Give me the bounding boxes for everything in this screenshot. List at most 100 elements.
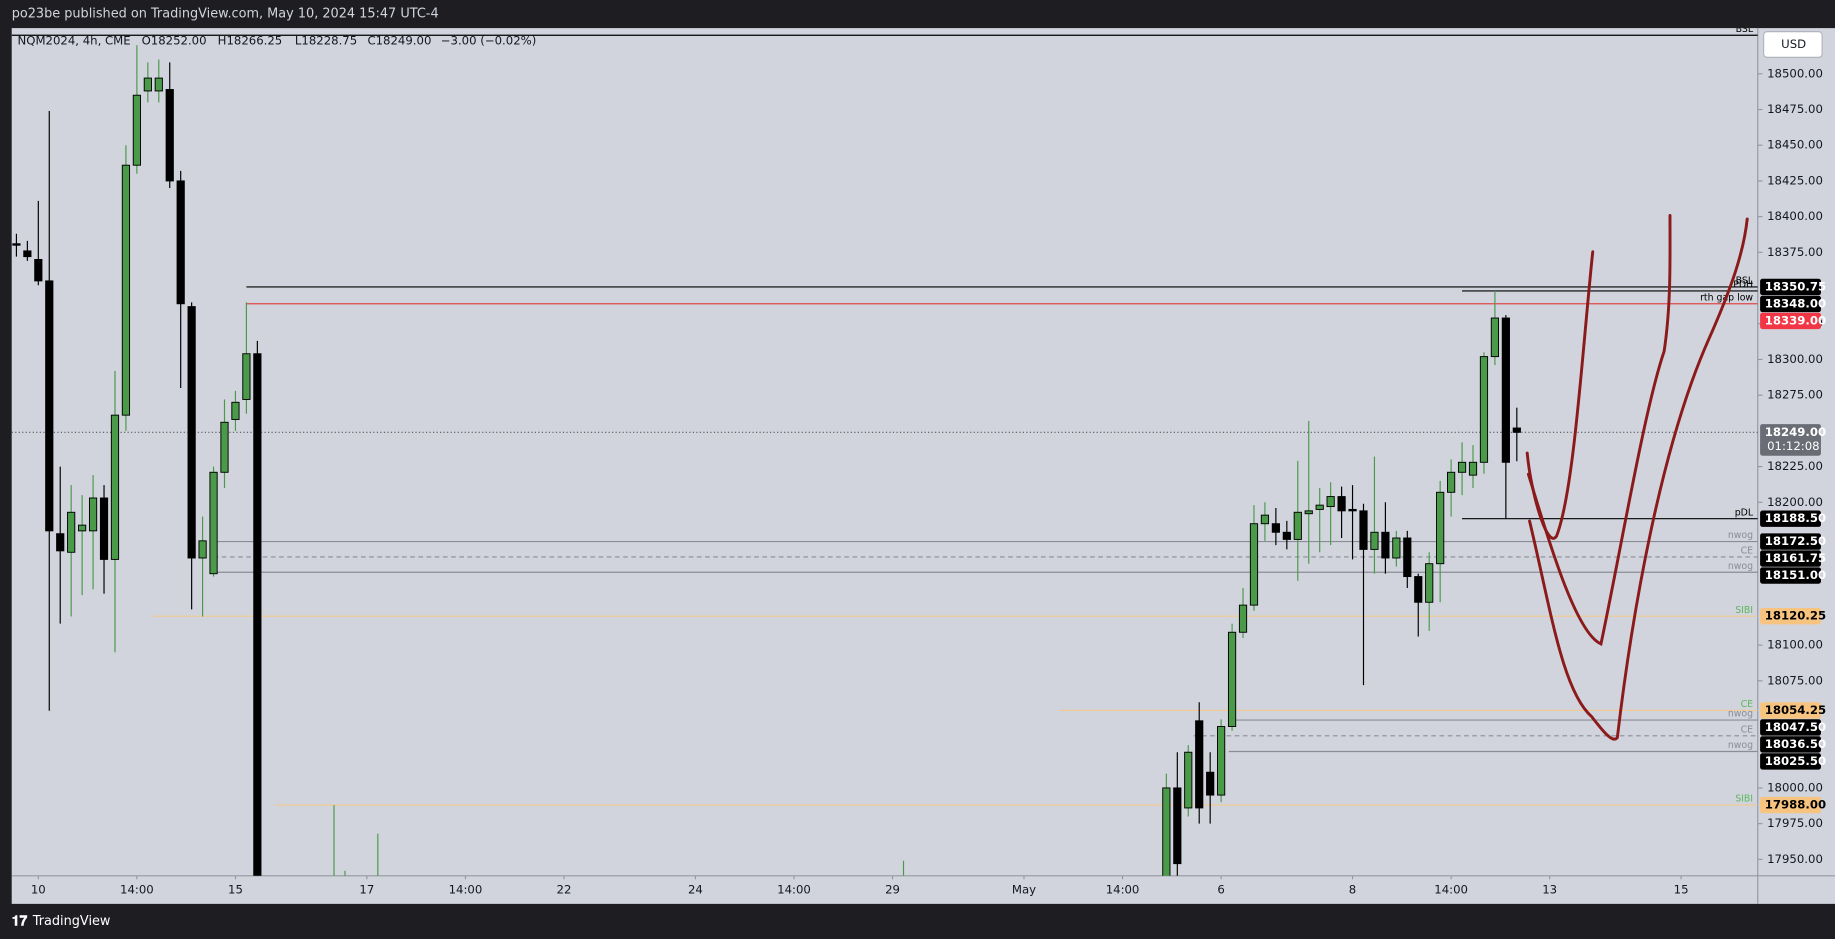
candle-body bbox=[1326, 496, 1335, 508]
level-tag: nwog bbox=[1728, 709, 1753, 720]
candle-body bbox=[1195, 720, 1204, 809]
drawn-curve bbox=[1526, 213, 1672, 647]
price-label-bg bbox=[1760, 719, 1821, 736]
drawings bbox=[1525, 213, 1749, 741]
price-label: 18047.50 bbox=[1765, 720, 1826, 734]
y-tick-label: 17975.00 bbox=[1767, 816, 1823, 830]
candle-body bbox=[1315, 504, 1324, 510]
x-tick-label: 15 bbox=[1674, 882, 1689, 896]
y-tick-label: 17950.00 bbox=[1767, 852, 1823, 866]
footer: 𝟏𝟕 TradingView bbox=[12, 913, 111, 929]
level-tag: BSL bbox=[1736, 24, 1754, 35]
x-tick-label: 6 bbox=[1217, 882, 1224, 896]
candle-body bbox=[242, 353, 251, 400]
price-label-bg bbox=[1760, 702, 1821, 719]
y-tick-label: 18475.00 bbox=[1767, 102, 1823, 116]
level-tag: SIBI bbox=[1735, 794, 1753, 805]
candle-body bbox=[1392, 537, 1401, 559]
price-label-bg bbox=[1760, 533, 1821, 550]
x-tick-label: 10 bbox=[31, 882, 46, 896]
axis-labels: 18500.00 18475.00 18450.00 18425.00 18400.00… bbox=[31, 66, 1826, 896]
candle-body bbox=[12, 243, 21, 246]
x-tick-label: 29 bbox=[885, 882, 900, 896]
price-label-bg bbox=[1760, 550, 1821, 567]
x-tick-label: 13 bbox=[1542, 882, 1557, 896]
legend: NQM2024, 4h, CME O18252.00 H18266.25 L18… bbox=[18, 33, 537, 47]
price-label-bg bbox=[1760, 796, 1821, 814]
y-tick-label: 18225.00 bbox=[1767, 459, 1823, 473]
x-tick-label: 14:00 bbox=[1434, 882, 1468, 896]
y-tick-label: 18100.00 bbox=[1767, 638, 1823, 652]
y-tick-label: 18425.00 bbox=[1767, 173, 1823, 187]
candle-body bbox=[143, 77, 152, 92]
candle-body bbox=[23, 250, 32, 258]
x-tick-label: 24 bbox=[688, 882, 703, 896]
currency[interactable]: USD bbox=[1781, 37, 1806, 51]
candle-body bbox=[1184, 751, 1193, 809]
symbol: NQM2024, 4h, CME bbox=[18, 33, 131, 47]
legend-change: −3.00 (−0.02%) bbox=[441, 33, 537, 47]
candle-body bbox=[253, 353, 262, 876]
price-label-bg bbox=[1760, 295, 1821, 313]
candle-body bbox=[56, 533, 65, 552]
legend-high: H18266.25 bbox=[218, 33, 283, 47]
y-tick-label: 18300.00 bbox=[1767, 352, 1823, 366]
candle-body bbox=[1501, 317, 1510, 463]
legend-close: C18249.00 bbox=[367, 33, 431, 47]
level-tag: CE bbox=[1741, 546, 1754, 557]
candle-body bbox=[1425, 563, 1434, 603]
x-tick-label: 14:00 bbox=[449, 882, 483, 896]
candle-body bbox=[1238, 604, 1248, 633]
price-label: 18348.00 bbox=[1765, 296, 1826, 310]
y-tick-label: 18200.00 bbox=[1767, 495, 1823, 509]
candle-body bbox=[34, 259, 43, 282]
candle-body bbox=[1304, 510, 1313, 515]
logo-mark: 𝟏𝟕 bbox=[12, 913, 28, 929]
candle-body bbox=[1173, 787, 1182, 865]
candle-body bbox=[67, 511, 76, 553]
publisher: po23be published on TradingView.com, May… bbox=[12, 7, 439, 22]
y-tick-label: 18075.00 bbox=[1767, 673, 1823, 687]
price-label: 18161.75 bbox=[1765, 551, 1826, 565]
candle-body bbox=[45, 280, 54, 532]
candle-body bbox=[1293, 511, 1302, 540]
price-label-bg bbox=[1760, 736, 1821, 753]
candle-body bbox=[1436, 491, 1445, 565]
candle-body bbox=[1414, 576, 1423, 603]
currency-button[interactable] bbox=[1763, 31, 1823, 58]
candle-body bbox=[1381, 531, 1390, 559]
candle-body bbox=[1282, 531, 1291, 540]
price-label-bg bbox=[1760, 567, 1821, 584]
candle-body bbox=[1403, 537, 1412, 578]
footer-brand: TradingView bbox=[32, 914, 111, 929]
y-tick-label: 18400.00 bbox=[1767, 209, 1823, 223]
legend-low: L18228.75 bbox=[295, 33, 357, 47]
price-label: 17988.00 bbox=[1765, 798, 1826, 812]
candle-body bbox=[187, 306, 196, 559]
price-label: 18120.25 bbox=[1765, 609, 1826, 623]
level-tag: BSL bbox=[1736, 276, 1754, 287]
level-tag: pDL bbox=[1735, 507, 1754, 518]
y-tick-label: 18500.00 bbox=[1767, 66, 1823, 80]
candle-body bbox=[132, 94, 141, 166]
candle-body bbox=[176, 180, 185, 305]
price-label: 18036.50 bbox=[1765, 737, 1826, 751]
candle-body bbox=[1227, 631, 1237, 727]
candle-body bbox=[1468, 461, 1478, 476]
candle-body bbox=[1490, 317, 1500, 358]
price-label: 18172.50 bbox=[1765, 534, 1826, 548]
price-label-bg bbox=[1760, 312, 1821, 330]
candle-body bbox=[231, 401, 240, 420]
x-tick-label: 8 bbox=[1349, 882, 1356, 896]
candle-body bbox=[1206, 771, 1215, 796]
candle-body bbox=[198, 540, 207, 559]
candle-body bbox=[209, 471, 218, 575]
legend-open: O18252.00 bbox=[142, 33, 207, 47]
price-label-bg bbox=[1760, 753, 1821, 770]
price-label-bg bbox=[1760, 278, 1821, 296]
y-tick-label: 18450.00 bbox=[1767, 138, 1823, 152]
level-tag: PDH bbox=[1733, 280, 1753, 291]
